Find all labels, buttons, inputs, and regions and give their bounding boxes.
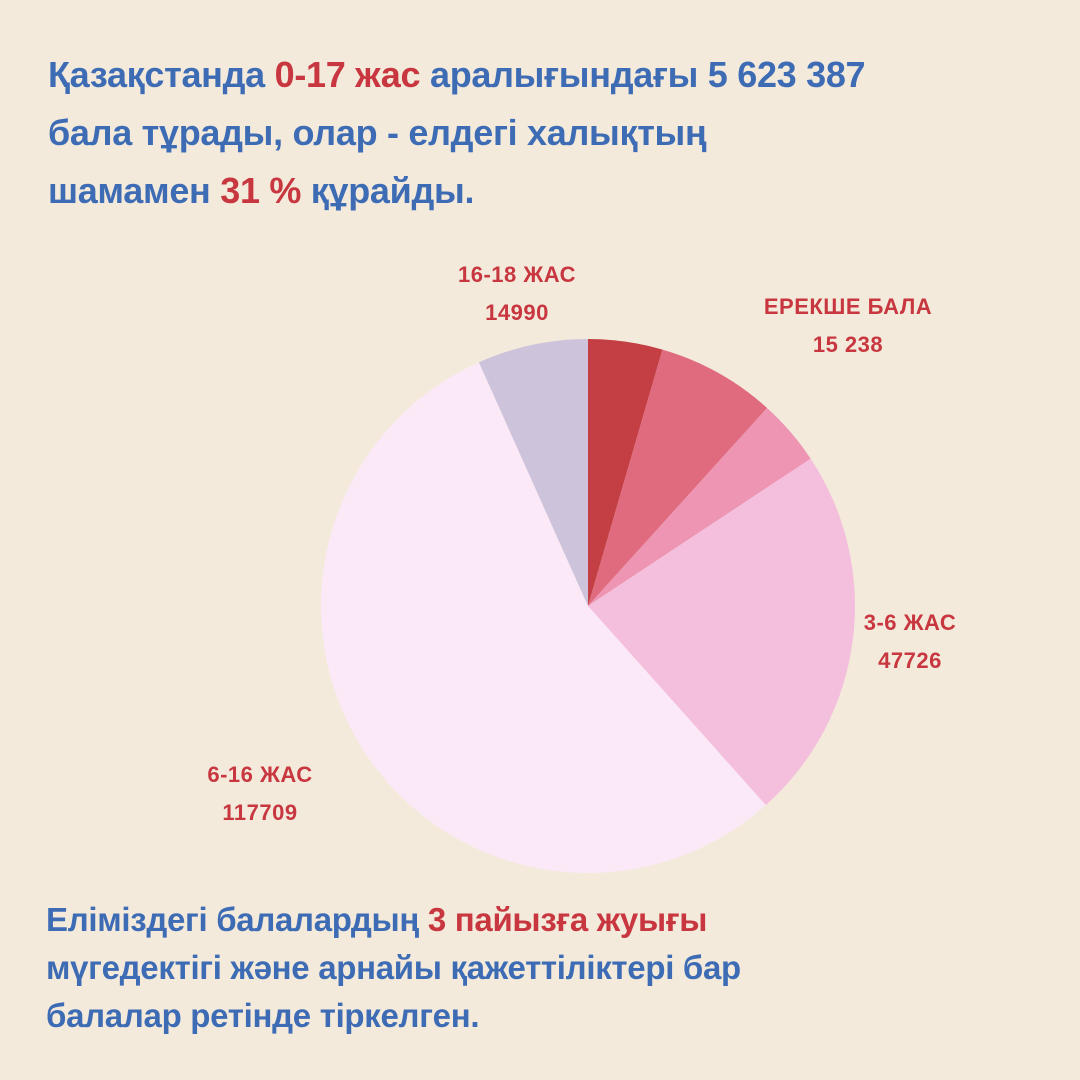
pie-slice-4 (321, 362, 766, 873)
pie-slice-3 (588, 458, 856, 806)
slice-value-4: 117709 (222, 800, 297, 825)
slice-value-1: 15 238 (813, 332, 883, 357)
footer-accent: 3 пайызға жуығы (427, 901, 708, 938)
headline-accent-percent: 31 % (220, 170, 302, 211)
headline-text-2: аралығындағы 5 623 387 бала тұрады, олар… (48, 54, 866, 211)
footer-text-2: мүгедектігі және арнайы қажеттіліктері б… (46, 949, 741, 1034)
headline-text-1: Қазақстанда (48, 54, 275, 95)
pie-slice-5 (478, 339, 588, 606)
footer-text-1: Еліміздегі балалардың (46, 901, 428, 938)
pie-slice-1 (588, 349, 768, 606)
slice-label-4: 6-16 ЖАС (207, 762, 312, 787)
pie-slice-2 (588, 407, 811, 606)
slice-value-3: 47726 (878, 648, 942, 673)
slice-label-3: 3-6 ЖАС (864, 610, 957, 635)
headline-text-3: құрайды. (301, 170, 475, 211)
headline-accent-age: 0-17 жас (274, 54, 421, 95)
footer-note: Еліміздегі балалардың 3 пайызға жуығы мү… (46, 896, 866, 1040)
pie-slice-0 (588, 339, 663, 606)
headline: Қазақстанда 0-17 жас аралығындағы 5 623 … (48, 46, 868, 220)
slice-label-5: 16-18 ЖАС (458, 262, 576, 287)
slice-label-1: ЕРЕКШЕ БАЛА (764, 294, 932, 319)
slice-value-5: 14990 (485, 300, 549, 325)
